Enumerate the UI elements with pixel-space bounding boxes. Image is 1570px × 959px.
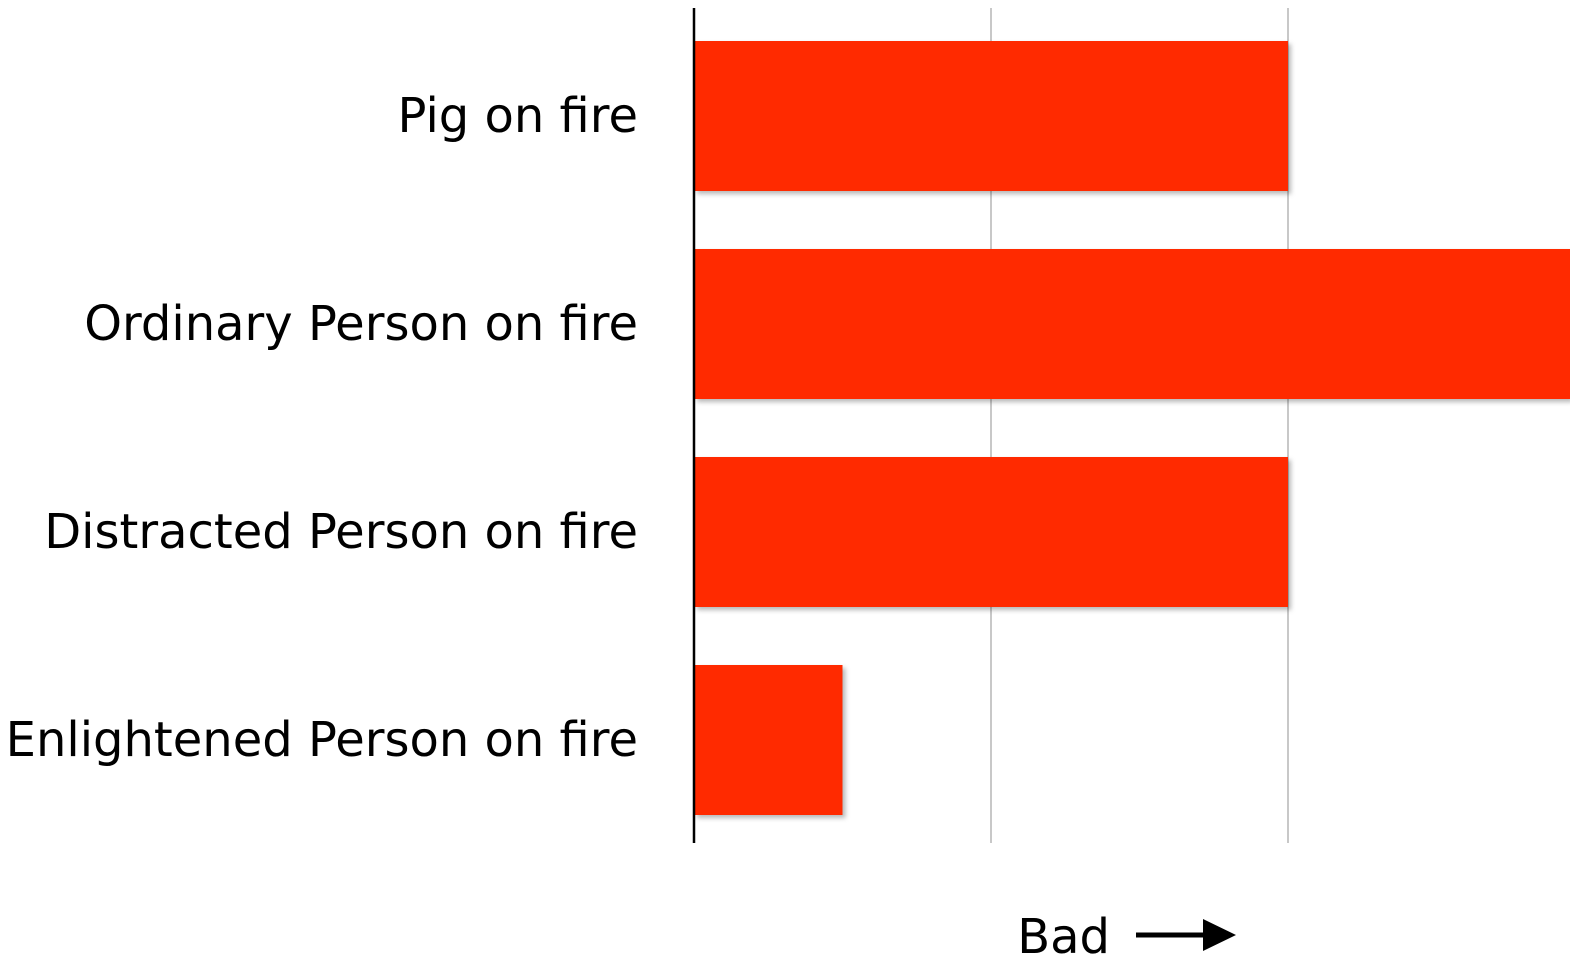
bar-3 (694, 457, 1288, 607)
bars (694, 41, 1570, 815)
x-axis-label: Bad (1017, 909, 1110, 959)
category-label-3: Distracted Person on fire (44, 504, 638, 560)
x-axis-label-group: Bad (1017, 909, 1236, 959)
bar-4 (694, 665, 843, 815)
category-labels: Pig on fire Ordinary Person on fire Distra… (6, 88, 638, 768)
bar-2 (694, 249, 1570, 399)
category-label-4: Enlightened Person on fire (6, 712, 638, 768)
right-arrow-icon (1136, 919, 1236, 951)
category-label-2: Ordinary Person on fire (84, 296, 638, 352)
bar-1 (694, 41, 1288, 191)
category-label-1: Pig on fire (398, 88, 638, 144)
